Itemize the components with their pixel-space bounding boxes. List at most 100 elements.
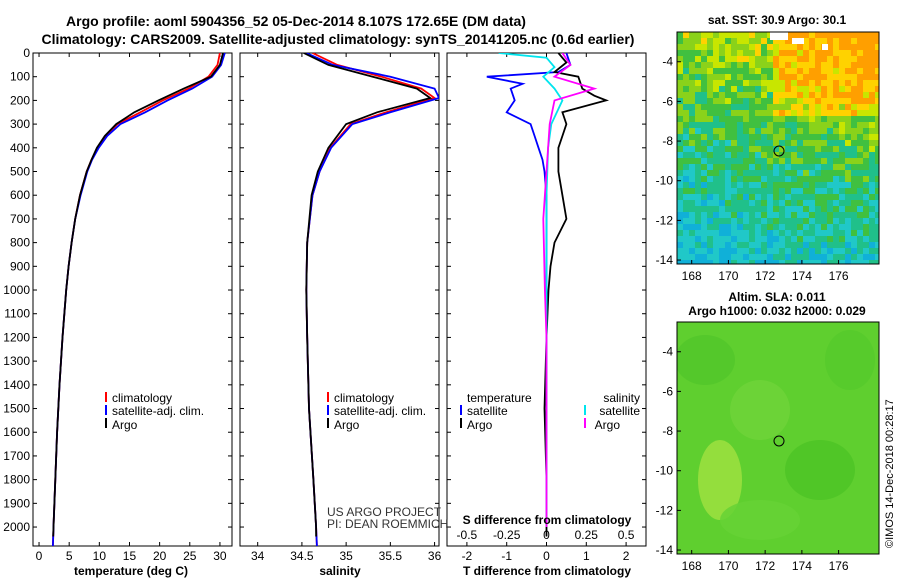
sst-cell bbox=[797, 50, 803, 56]
sst-cell bbox=[767, 50, 773, 56]
sst-cell bbox=[683, 254, 689, 260]
sst-cell bbox=[755, 206, 761, 212]
sst-cell bbox=[701, 194, 707, 200]
sst-cell bbox=[839, 146, 845, 152]
series-line-salinity-satellite bbox=[498, 53, 564, 527]
sst-cell bbox=[677, 128, 683, 134]
sst-cell bbox=[749, 152, 755, 158]
sst-cell bbox=[731, 98, 737, 104]
sst-cell bbox=[755, 146, 761, 152]
sst-cell bbox=[683, 32, 689, 38]
sst-cell bbox=[809, 32, 815, 38]
sst-cell bbox=[803, 170, 809, 176]
sst-cell bbox=[701, 86, 707, 92]
sst-cell bbox=[737, 248, 743, 254]
sst-cell bbox=[797, 224, 803, 230]
sst-cell bbox=[695, 86, 701, 92]
sst-cell bbox=[845, 86, 851, 92]
sst-cell bbox=[725, 212, 731, 218]
sst-cell bbox=[779, 62, 785, 68]
sst-cell bbox=[773, 104, 779, 110]
sst-cell bbox=[815, 98, 821, 104]
sst-cell bbox=[869, 248, 875, 254]
sst-cell bbox=[773, 80, 779, 86]
sst-cell bbox=[731, 170, 737, 176]
sst-cell bbox=[695, 146, 701, 152]
legend-label-sal-argo: Argo bbox=[595, 418, 621, 432]
sst-cell bbox=[701, 254, 707, 260]
sst-cell bbox=[689, 188, 695, 194]
sla-map-frame bbox=[676, 321, 880, 555]
sst-cell bbox=[785, 134, 791, 140]
sst-cell bbox=[875, 218, 879, 224]
sst-cell bbox=[725, 116, 731, 122]
sst-cell bbox=[761, 158, 767, 164]
sst-cell bbox=[761, 110, 767, 116]
sst-cell bbox=[845, 110, 851, 116]
sst-cell bbox=[845, 248, 851, 254]
sst-cell bbox=[743, 236, 749, 242]
sst-cell bbox=[755, 44, 761, 50]
sst-cell bbox=[761, 182, 767, 188]
sst-cell bbox=[683, 182, 689, 188]
sst-cell bbox=[689, 194, 695, 200]
sst-cell bbox=[695, 224, 701, 230]
sst-cell bbox=[749, 230, 755, 236]
sst-cell bbox=[761, 242, 767, 248]
sla-map-title-line1: Altim. SLA: 0.011 bbox=[728, 290, 826, 304]
sst-cell bbox=[689, 80, 695, 86]
map-y-tick-label: -4 bbox=[662, 55, 673, 69]
sst-cell bbox=[725, 98, 731, 104]
sst-cell bbox=[791, 242, 797, 248]
sst-cell bbox=[839, 230, 845, 236]
sst-cell bbox=[779, 248, 785, 254]
sst-cell bbox=[857, 212, 863, 218]
sst-cell bbox=[761, 98, 767, 104]
temperature-panel-frame bbox=[32, 52, 233, 547]
sst-cell bbox=[821, 218, 827, 224]
sst-cell bbox=[815, 254, 821, 260]
sst-cell bbox=[767, 104, 773, 110]
sst-cell bbox=[683, 158, 689, 164]
sst-cell bbox=[821, 224, 827, 230]
sla-blob bbox=[785, 440, 855, 500]
depth-tick-label: 1000 bbox=[3, 283, 30, 297]
sst-cell bbox=[689, 164, 695, 170]
sst-cell bbox=[875, 44, 879, 50]
sst-cell bbox=[743, 170, 749, 176]
sst-cell bbox=[851, 260, 857, 264]
sst-cell bbox=[857, 188, 863, 194]
sst-cell bbox=[803, 230, 809, 236]
sst-cell bbox=[707, 68, 713, 74]
sst-cell bbox=[767, 206, 773, 212]
sst-cell bbox=[701, 158, 707, 164]
sst-cell bbox=[863, 146, 869, 152]
sst-cell bbox=[677, 248, 683, 254]
sst-cell bbox=[779, 146, 785, 152]
sst-cell bbox=[761, 92, 767, 98]
sst-cell bbox=[749, 68, 755, 74]
sst-cell bbox=[737, 74, 743, 80]
sst-cell bbox=[827, 80, 833, 86]
sst-cell bbox=[791, 140, 797, 146]
sst-cell bbox=[803, 74, 809, 80]
sst-cell bbox=[797, 176, 803, 182]
sst-cell bbox=[689, 170, 695, 176]
sst-cell bbox=[737, 194, 743, 200]
sst-cell bbox=[797, 248, 803, 254]
sst-cell bbox=[737, 242, 743, 248]
sst-cell bbox=[725, 92, 731, 98]
sst-cell bbox=[773, 254, 779, 260]
sst-cell bbox=[833, 80, 839, 86]
sst-cell bbox=[803, 32, 809, 38]
sst-cell bbox=[755, 254, 761, 260]
sst-cell bbox=[755, 242, 761, 248]
sst-cell bbox=[875, 74, 879, 80]
sst-cell bbox=[773, 200, 779, 206]
sst-cell bbox=[863, 248, 869, 254]
sst-cell bbox=[749, 212, 755, 218]
sst-cell bbox=[851, 140, 857, 146]
sst-cell bbox=[869, 260, 875, 264]
sst-cell bbox=[761, 236, 767, 242]
figure-title-line2: Climatology: CARS2009. Satellite-adjuste… bbox=[42, 31, 635, 47]
